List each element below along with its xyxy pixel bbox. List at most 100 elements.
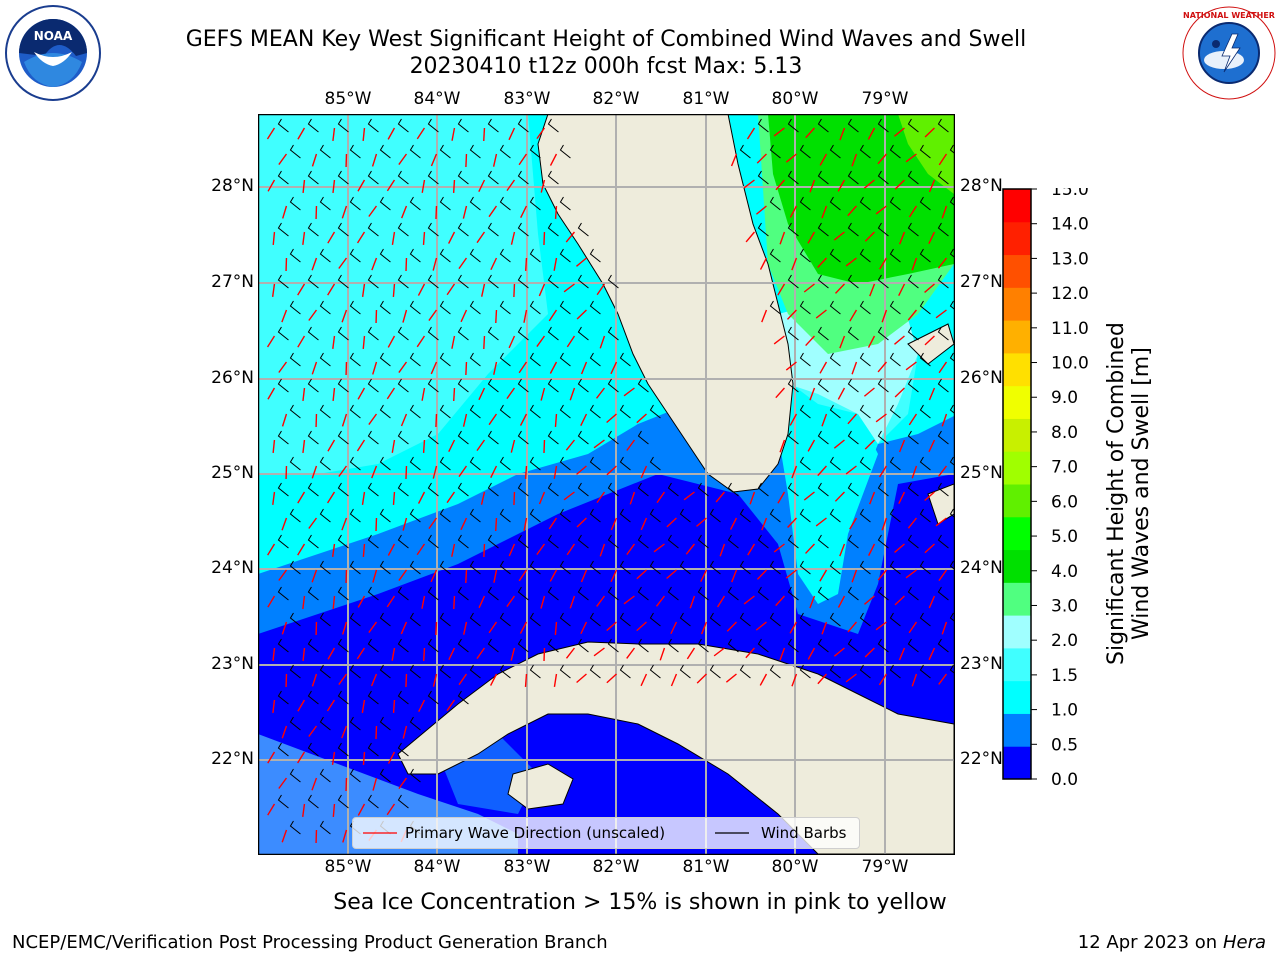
wave-direction-arrow bbox=[488, 413, 498, 426]
wave-direction-arrow bbox=[576, 257, 587, 267]
wave-direction-arrow bbox=[430, 569, 438, 583]
wave-direction-arrow bbox=[849, 517, 858, 530]
wind-barb bbox=[667, 586, 679, 601]
wind-barb bbox=[637, 430, 649, 445]
wind-barb bbox=[907, 638, 919, 653]
wind-barb bbox=[757, 534, 769, 549]
wave-direction-arrow bbox=[508, 543, 516, 557]
wave-direction-arrow bbox=[868, 543, 876, 556]
wave-direction-arrow bbox=[938, 361, 948, 374]
wave-direction-arrow bbox=[513, 283, 516, 298]
wave-direction-arrow bbox=[302, 595, 306, 609]
wave-direction-arrow bbox=[747, 543, 756, 556]
wave-direction-arrow bbox=[371, 465, 378, 479]
wave-direction-arrow bbox=[743, 595, 755, 605]
wave-direction-arrow bbox=[759, 257, 768, 270]
wave-direction-arrow bbox=[453, 595, 456, 610]
wave-direction-arrow bbox=[845, 257, 857, 267]
wave-direction-arrow bbox=[508, 335, 516, 349]
wave-direction-arrow bbox=[446, 699, 456, 712]
wind-barb bbox=[787, 638, 799, 653]
wind-barb bbox=[547, 534, 559, 549]
wind-barb bbox=[577, 430, 589, 445]
wave-direction-arrow bbox=[626, 439, 636, 451]
wave-direction-arrow bbox=[580, 621, 588, 635]
wind-barb bbox=[829, 612, 841, 627]
wave-direction-arrow bbox=[311, 777, 318, 791]
wind-barb bbox=[499, 664, 511, 679]
wave-direction-arrow bbox=[430, 361, 438, 375]
wave-direction-arrow bbox=[731, 569, 738, 583]
wind-barb bbox=[799, 456, 811, 471]
wind-barb bbox=[559, 248, 571, 263]
wave-direction-arrow bbox=[726, 621, 737, 632]
wave-direction-arrow bbox=[700, 569, 708, 582]
axis-tick-label: 25°N bbox=[211, 463, 254, 483]
wind-barb bbox=[289, 508, 301, 523]
wave-direction-arrow bbox=[894, 543, 905, 553]
wind-barb bbox=[847, 326, 859, 341]
wave-direction-arrow bbox=[928, 647, 936, 661]
wind-barb bbox=[607, 378, 619, 393]
wave-direction-arrow bbox=[553, 673, 558, 687]
footer-date: 12 Apr 2023 on Hera bbox=[1078, 932, 1266, 953]
wind-barb bbox=[529, 196, 541, 211]
wave-direction-arrow bbox=[775, 179, 785, 191]
wind-barb bbox=[349, 664, 361, 679]
wind-barb bbox=[787, 482, 799, 497]
wind-barb bbox=[337, 378, 349, 393]
wind-barb bbox=[757, 482, 769, 497]
wave-direction-arrow bbox=[523, 517, 528, 531]
legend-barb-label: Wind Barbs bbox=[761, 824, 847, 842]
wave-direction-arrow bbox=[877, 153, 887, 165]
wind-barb bbox=[517, 378, 529, 393]
wave-direction-arrow bbox=[938, 673, 948, 685]
wave-direction-arrow bbox=[623, 595, 635, 605]
wave-direction-arrow bbox=[596, 283, 606, 296]
wave-direction-arrow bbox=[864, 231, 875, 242]
wave-direction-arrow bbox=[847, 413, 857, 425]
wave-direction-arrow bbox=[596, 595, 606, 607]
colorbar-tick-label: 14.0 bbox=[1051, 215, 1089, 235]
wind-barb bbox=[439, 612, 451, 627]
wind-barb bbox=[799, 508, 811, 523]
wind-barb bbox=[397, 326, 409, 341]
wave-direction-arrow bbox=[878, 465, 888, 478]
wind-barb bbox=[889, 560, 901, 575]
wave-direction-arrow bbox=[398, 777, 408, 790]
wave-height-map: Primary Wave Direction (unscaled) Wind B… bbox=[257, 113, 956, 859]
axis-tick-label: 80°W bbox=[771, 857, 819, 877]
wind-barb bbox=[409, 560, 421, 575]
wind-barb bbox=[397, 638, 409, 653]
footer-date-text: 12 Apr 2023 on bbox=[1077, 932, 1223, 953]
wave-direction-arrow bbox=[640, 673, 648, 687]
wind-barb bbox=[937, 274, 949, 289]
wave-direction-arrow bbox=[372, 569, 378, 583]
wind-barb bbox=[877, 534, 889, 549]
wave-direction-arrow bbox=[898, 439, 906, 453]
wind-barb bbox=[619, 560, 631, 575]
wind-barb bbox=[667, 482, 679, 497]
wind-barb bbox=[529, 664, 541, 679]
wind-barb bbox=[319, 508, 331, 523]
axis-tick-label: 25°N bbox=[960, 463, 1003, 483]
wind-barb bbox=[919, 612, 931, 627]
wave-direction-arrow bbox=[928, 179, 936, 193]
wind-barb bbox=[349, 352, 361, 367]
wave-direction-arrow bbox=[864, 439, 875, 450]
wind-barb bbox=[907, 222, 919, 237]
ocean-band-15 bbox=[258, 114, 548, 474]
wind-barb bbox=[859, 508, 871, 523]
wind-barb bbox=[697, 482, 709, 497]
wave-direction-arrow bbox=[761, 517, 768, 531]
axis-tick-label: 84°W bbox=[413, 857, 461, 877]
wind-barb bbox=[619, 612, 631, 627]
wind-barb bbox=[817, 274, 829, 289]
wave-direction-arrow bbox=[716, 595, 726, 608]
wind-barb bbox=[529, 456, 541, 471]
wind-barb bbox=[547, 430, 559, 445]
wave-direction-arrow bbox=[863, 387, 875, 397]
wave-direction-arrow bbox=[907, 309, 918, 321]
wind-barb bbox=[349, 248, 361, 263]
wind-barb bbox=[529, 612, 541, 627]
